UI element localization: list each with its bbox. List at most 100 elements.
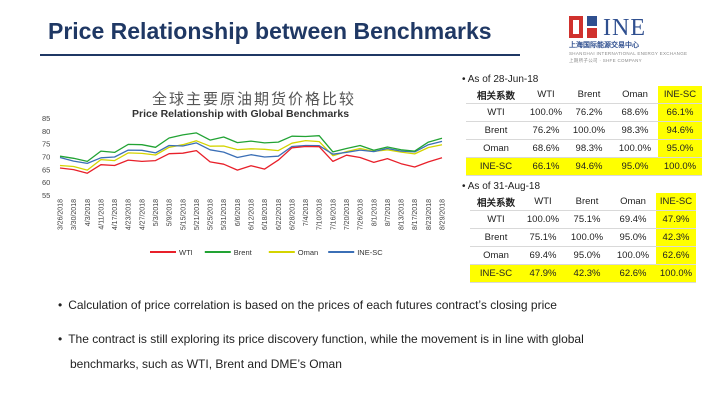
x-tick-label: 3/30/2018 — [71, 199, 78, 230]
table-cell: 94.6% — [566, 157, 612, 176]
correlation-table-aug: 相关系数 WTI Brent Oman INE-SC WTI 100.0% 75… — [470, 193, 696, 283]
note-text: The contract is still exploring its pric… — [68, 332, 584, 346]
table-cell: 75.1% — [522, 228, 564, 247]
table-cell: 100.0% — [612, 139, 658, 158]
table-cell: 95.0% — [658, 139, 702, 158]
table-cell: 100.0% — [656, 264, 696, 283]
y-tick-label: 70 — [42, 153, 50, 162]
table-row: INE-SC 66.1% 94.6% 95.0% 100.0% — [466, 157, 702, 176]
x-tick-label: 6/18/2018 — [262, 199, 269, 230]
table1-date: As of 28-Jun-18 — [467, 74, 539, 85]
table-header-row: 相关系数 WTI Brent Oman INE-SC — [470, 193, 696, 211]
table-cell: 76.2% — [566, 103, 612, 122]
x-tick-label: 6/6/2018 — [235, 199, 242, 226]
table-cell: 95.0% — [612, 157, 658, 176]
table1-heading: • As of 28-Jun-18 — [462, 74, 538, 85]
table-row: Brent 75.1% 100.0% 95.0% 42.3% — [470, 228, 696, 247]
column-header: INE-SC — [656, 193, 696, 211]
row-label: INE-SC — [470, 264, 522, 283]
column-header: INE-SC — [658, 86, 702, 104]
x-tick-label: 6/22/2018 — [276, 199, 283, 230]
series-line-brent — [59, 132, 443, 163]
table-row: Oman 69.4% 95.0% 100.0% 62.6% — [470, 246, 696, 265]
x-tick-label: 4/27/2018 — [139, 199, 146, 230]
x-tick-label: 7/4/2018 — [303, 199, 310, 226]
table-row: WTI 100.0% 76.2% 68.6% 66.1% — [466, 103, 702, 122]
x-tick-label: 5/3/2018 — [153, 199, 160, 226]
table-cell: 66.1% — [526, 157, 566, 176]
table-cell: 76.2% — [526, 121, 566, 140]
x-tick-label: 4/23/2018 — [126, 199, 133, 230]
table-cell: 100.0% — [564, 228, 610, 247]
column-header: Brent — [564, 193, 610, 211]
x-tick-label: 4/3/2018 — [85, 199, 92, 226]
logo-english-sub: 上期所子公司 · SHFE COMPANY — [569, 58, 642, 63]
x-tick-label: 5/31/2018 — [221, 199, 228, 230]
table-cell: 100.0% — [610, 246, 656, 265]
slide-title: Price Relationship between Benchmarks — [48, 18, 492, 44]
column-header: Oman — [610, 193, 656, 211]
x-tick-label: 8/7/2018 — [385, 199, 392, 226]
row-label: Oman — [470, 246, 522, 265]
y-tick-label: 85 — [42, 114, 50, 123]
table-cell: 62.6% — [656, 246, 696, 265]
y-tick-label: 60 — [42, 178, 50, 187]
note-price-discovery: • The contract is still exploring its pri… — [58, 332, 584, 346]
table-row: Brent 76.2% 100.0% 98.3% 94.6% — [466, 121, 702, 140]
ine-logo: INE 上海国际能源交易中心 SHANGHAI INTERNATIONAL EN… — [565, 12, 715, 74]
x-tick-label: 4/17/2018 — [112, 199, 119, 230]
column-header: WTI — [522, 193, 564, 211]
series-line-inesc — [59, 140, 443, 165]
y-tick-label: 80 — [42, 127, 50, 136]
x-tick-label: 8/13/2018 — [399, 199, 406, 230]
x-tick-label: 8/29/2018 — [440, 199, 447, 230]
note-text: Calculation of price correlation is base… — [68, 298, 557, 312]
legend-label: Oman — [298, 248, 318, 257]
x-tick-label: 5/25/2018 — [208, 199, 215, 230]
y-tick-label: 75 — [42, 140, 50, 149]
table-cell: 95.0% — [564, 246, 610, 265]
table-cell: 69.4% — [522, 246, 564, 265]
price-chart: 55 60 65 70 75 80 85 3/26/2018 3/30/2018 4/3/2018… — [40, 78, 450, 268]
x-tick-label: 6/28/2018 — [289, 199, 296, 230]
title-divider — [40, 54, 520, 56]
x-tick-label: 3/26/2018 — [58, 199, 65, 230]
row-label: WTI — [466, 103, 526, 122]
table-cell: 68.6% — [612, 103, 658, 122]
x-tick-label: 7/10/2018 — [317, 199, 324, 230]
table-cell: 100.0% — [658, 157, 702, 176]
table-corner: 相关系数 — [470, 193, 522, 211]
logo-chinese-name: 上海国际能源交易中心 — [569, 42, 639, 49]
legend-label: WTI — [179, 248, 193, 257]
legend-label: Brent — [234, 248, 253, 257]
ine-logo-mark-icon — [569, 16, 597, 38]
row-label: Brent — [466, 121, 526, 140]
bullet-icon: • — [462, 74, 466, 85]
note-price-discovery-cont: benchmarks, such as WTI, Brent and DME’s… — [70, 357, 342, 371]
table-header-row: 相关系数 WTI Brent Oman INE-SC — [466, 86, 702, 104]
x-tick-label: 8/1/2018 — [371, 199, 378, 226]
table-cell: 98.3% — [612, 121, 658, 140]
logo-wordmark: INE — [603, 15, 646, 41]
bullet-icon: • — [462, 181, 466, 192]
table-row: Oman 68.6% 98.3% 100.0% 95.0% — [466, 139, 702, 158]
x-tick-label: 7/20/2018 — [344, 199, 351, 230]
x-tick-label: 5/9/2018 — [167, 199, 174, 226]
table-cell: 95.0% — [610, 228, 656, 247]
column-header: WTI — [526, 86, 566, 104]
table-cell: 68.6% — [526, 139, 566, 158]
row-label: INE-SC — [466, 157, 526, 176]
chart-title-chinese: 全球主要原油期货价格比较 — [152, 91, 357, 108]
x-tick-label: 5/15/2018 — [180, 199, 187, 230]
legend-label: INE-SC — [357, 248, 383, 257]
x-tick-label: 7/16/2018 — [330, 199, 337, 230]
table-cell: 62.6% — [610, 264, 656, 283]
table2-heading: • As of 31-Aug-18 — [462, 181, 540, 192]
table-cell: 69.4% — [610, 210, 656, 229]
table-cell: 100.0% — [526, 103, 566, 122]
logo-english-name: SHANGHAI INTERNATIONAL ENERGY EXCHANGE — [569, 51, 688, 56]
table-cell: 100.0% — [566, 121, 612, 140]
table2-date: As of 31-Aug-18 — [467, 181, 541, 192]
x-tick-label: 8/17/2018 — [412, 199, 419, 230]
row-label: WTI — [470, 210, 522, 229]
